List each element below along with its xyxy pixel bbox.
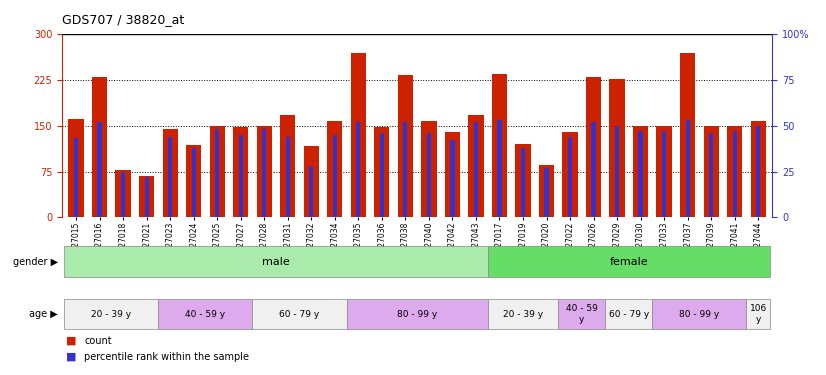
Bar <box>139 176 154 218</box>
Bar <box>638 131 643 218</box>
Bar <box>253 299 347 329</box>
Bar <box>610 79 624 218</box>
Bar <box>210 126 225 218</box>
Bar <box>747 299 770 329</box>
Text: 60 - 79 y: 60 - 79 y <box>609 310 649 319</box>
Bar <box>474 122 478 218</box>
Bar <box>756 126 760 218</box>
Bar <box>327 122 343 218</box>
Bar <box>444 132 460 218</box>
Text: 20 - 39 y: 20 - 39 y <box>92 310 131 319</box>
Bar <box>262 129 266 218</box>
Bar <box>398 75 413 217</box>
Bar <box>121 172 126 217</box>
Bar <box>309 166 313 218</box>
Text: 40 - 59
y: 40 - 59 y <box>566 304 598 324</box>
Bar <box>257 126 272 218</box>
Bar <box>751 121 766 218</box>
Text: female: female <box>610 256 648 267</box>
Bar <box>333 135 337 218</box>
Bar <box>662 131 667 218</box>
Bar <box>163 129 178 217</box>
Bar <box>64 299 159 329</box>
Bar <box>591 122 596 218</box>
Bar <box>605 299 653 329</box>
Bar <box>544 168 548 217</box>
Bar <box>657 126 672 218</box>
Bar <box>539 165 554 218</box>
Bar <box>97 122 102 218</box>
Bar <box>733 131 737 218</box>
Bar <box>145 177 149 218</box>
Text: male: male <box>262 256 290 267</box>
Bar <box>709 133 714 218</box>
Text: ■: ■ <box>66 352 77 362</box>
Text: 20 - 39 y: 20 - 39 y <box>503 310 543 319</box>
Text: GDS707 / 38820_at: GDS707 / 38820_at <box>62 13 184 26</box>
Bar <box>304 146 319 218</box>
Bar <box>239 135 243 218</box>
Bar <box>633 126 648 218</box>
Bar <box>374 127 390 218</box>
Bar <box>653 299 747 329</box>
Bar <box>586 76 601 218</box>
Bar <box>215 129 220 218</box>
Bar <box>280 115 296 218</box>
Text: percentile rank within the sample: percentile rank within the sample <box>84 352 249 362</box>
Bar <box>487 246 770 277</box>
Bar <box>727 126 743 218</box>
Bar <box>563 132 577 218</box>
Bar <box>686 120 690 218</box>
Bar <box>116 170 131 217</box>
Bar <box>704 126 719 218</box>
Bar <box>92 76 107 218</box>
Bar <box>680 53 695 217</box>
Bar <box>64 246 487 277</box>
Bar <box>491 74 507 217</box>
Bar <box>421 121 436 218</box>
Bar <box>347 299 487 329</box>
Text: 106
y: 106 y <box>749 304 767 324</box>
Bar <box>450 140 454 218</box>
Text: count: count <box>84 336 112 345</box>
Bar <box>233 127 249 218</box>
Bar <box>356 122 360 218</box>
Text: age ▶: age ▶ <box>29 309 58 319</box>
Bar <box>380 133 384 218</box>
Bar <box>351 53 366 217</box>
Bar <box>69 120 83 218</box>
Bar <box>74 138 78 218</box>
Text: 80 - 99 y: 80 - 99 y <box>397 310 437 319</box>
Bar <box>521 148 525 217</box>
Bar <box>515 144 530 218</box>
Bar <box>168 136 173 218</box>
Bar <box>192 148 196 217</box>
Bar <box>186 145 202 218</box>
Bar <box>568 136 572 218</box>
Text: 80 - 99 y: 80 - 99 y <box>679 310 719 319</box>
Bar <box>427 133 431 218</box>
Bar <box>403 122 407 218</box>
Bar <box>159 299 253 329</box>
Bar <box>286 136 290 218</box>
Bar <box>497 120 501 218</box>
Text: 40 - 59 y: 40 - 59 y <box>185 310 225 319</box>
Bar <box>615 126 620 218</box>
Bar <box>558 299 605 329</box>
Bar <box>487 299 558 329</box>
Text: ■: ■ <box>66 336 77 345</box>
Bar <box>468 115 483 218</box>
Text: gender ▶: gender ▶ <box>12 256 58 267</box>
Text: 60 - 79 y: 60 - 79 y <box>279 310 320 319</box>
